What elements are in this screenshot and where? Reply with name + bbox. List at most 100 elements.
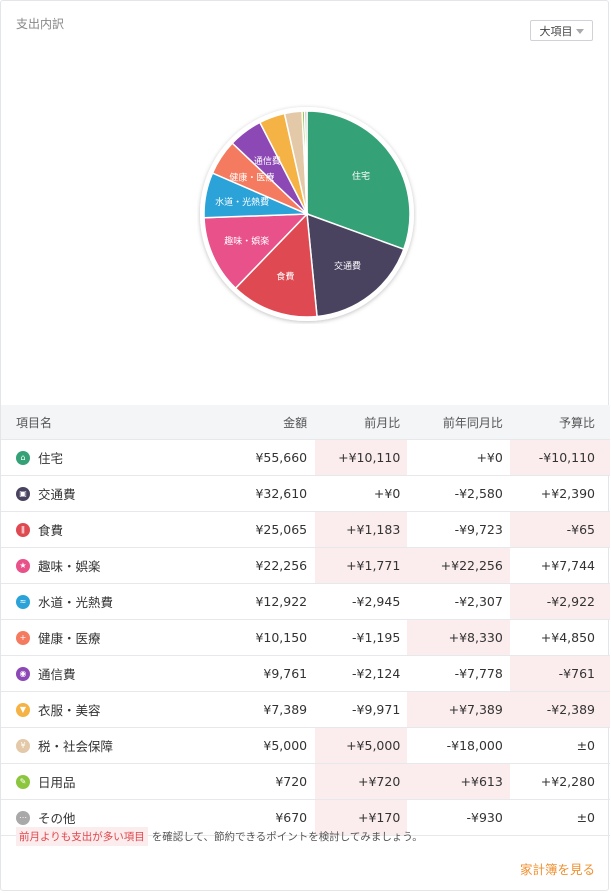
mom-cell: +¥720 (315, 763, 408, 800)
category-name: 日用品 (38, 775, 76, 790)
table-row: ⌂ 住宅 ¥55,660 +¥10,110 +¥0 -¥10,110 (1, 439, 610, 476)
table-row: ¥ 税・社会保障 ¥5,000 +¥5,000 -¥18,000 ±0 (1, 727, 610, 764)
yoy-cell: +¥0 (407, 439, 510, 476)
budget-cell: ±0 (509, 727, 610, 764)
pie-slice[interactable] (303, 110, 308, 215)
category-cell: ▣ 交通費 (1, 475, 242, 512)
category-name: 住宅 (38, 451, 64, 466)
amount-cell: ¥670 (241, 799, 316, 836)
budget-cell: +¥7,744 (509, 547, 610, 584)
pie-slice-label: 住宅 (352, 170, 370, 182)
pie-slice-label: 通信費 (254, 155, 281, 167)
mom-cell: +¥170 (315, 799, 408, 836)
category-cell: + 健康・医療 (1, 619, 242, 656)
brush-icon: ✎ (16, 774, 30, 789)
header-amount: 金額 (241, 405, 316, 440)
category-cell: ≈ 水道・光熱費 (1, 583, 242, 620)
category: ★ 趣味・娯楽 (16, 556, 241, 575)
table-row: ◉ 通信費 ¥9,761 -¥2,124 -¥7,778 -¥761 (1, 655, 610, 692)
expense-pie-chart: 住宅 交通費 食費 趣味・娯楽 水道・光熱費 健康・医療 通信費 (197, 104, 417, 324)
card-title: 支出内訳 (16, 17, 65, 31)
category-name: 趣味・娯楽 (38, 559, 101, 574)
category-name: 食費 (38, 523, 64, 538)
yoy-cell: -¥930 (407, 799, 510, 836)
budget-cell: +¥4,850 (509, 619, 610, 656)
amount-cell: ¥32,610 (241, 475, 316, 512)
train-icon: ▣ (16, 486, 30, 501)
budget-cell: +¥2,390 (509, 475, 610, 512)
amount-cell: ¥7,389 (241, 691, 316, 728)
amount-cell: ¥12,922 (241, 583, 316, 620)
signal-icon: ◉ (16, 666, 30, 681)
category-name: 水道・光熱費 (38, 595, 114, 610)
pie-slice[interactable] (306, 110, 411, 251)
dropdown-label: 大項目 (539, 24, 573, 38)
category: + 健康・医療 (16, 628, 241, 647)
yoy-cell: -¥2,307 (407, 583, 510, 620)
category-cell: ★ 趣味・娯楽 (1, 547, 242, 584)
header-budget: 予算比 (509, 405, 610, 440)
table-row: + 健康・医療 ¥10,150 -¥1,195 +¥8,330 +¥4,850 (1, 619, 610, 656)
mom-cell: +¥1,183 (315, 511, 408, 548)
category-cell: ✎ 日用品 (1, 763, 242, 800)
category-name: 交通費 (38, 487, 76, 502)
yoy-cell: -¥7,778 (407, 655, 510, 692)
table-row: ▼ 衣服・美容 ¥7,389 -¥9,971 +¥7,389 -¥2,389 (1, 691, 610, 728)
category-name: 税・社会保障 (38, 739, 114, 754)
budget-cell: -¥761 (509, 655, 610, 692)
header-mom: 前月比 (315, 405, 408, 440)
pie-slice[interactable] (306, 212, 405, 318)
category: ◉ 通信費 (16, 664, 241, 683)
more-icon: ⋯ (16, 810, 30, 825)
category-name: 通信費 (38, 667, 76, 682)
pie-slice-label: 健康・医療 (229, 172, 274, 184)
budget-cell: -¥2,922 (509, 583, 610, 620)
budget-cell: ±0 (509, 799, 610, 836)
category-name: その他 (38, 811, 76, 826)
yoy-cell: +¥22,256 (407, 547, 510, 584)
yoy-cell: +¥8,330 (407, 619, 510, 656)
category: ǁ 食費 (16, 520, 241, 539)
header-name: 項目名 (1, 405, 242, 440)
category-cell: ◉ 通信費 (1, 655, 242, 692)
category-name: 衣服・美容 (38, 703, 101, 718)
note-highlight: 前月よりも支出が多い項目 (16, 827, 148, 846)
budget-cell: +¥2,280 (509, 763, 610, 800)
breakdown-table: 項目名 金額 前月比 前年同月比 予算比 ⌂ 住宅 ¥55,660 +¥10,110 +… (1, 405, 610, 836)
yoy-cell: +¥613 (407, 763, 510, 800)
budget-cell: -¥10,110 (509, 439, 610, 476)
house-icon: ⌂ (16, 450, 30, 465)
yoy-cell: -¥2,580 (407, 475, 510, 512)
table-row: ǁ 食費 ¥25,065 +¥1,183 -¥9,723 -¥65 (1, 511, 610, 548)
category-cell: ¥ 税・社会保障 (1, 727, 242, 764)
table-row: ≈ 水道・光熱費 ¥12,922 -¥2,945 -¥2,307 -¥2,922 (1, 583, 610, 620)
category-cell: ǁ 食費 (1, 511, 242, 548)
amount-cell: ¥9,761 (241, 655, 316, 692)
mom-cell: +¥5,000 (315, 727, 408, 764)
category-level-dropdown[interactable]: 大項目 (530, 20, 593, 41)
category-cell: ▼ 衣服・美容 (1, 691, 242, 728)
note-text: を確認して、節約できるポイントを検討してみましょう。 (151, 831, 423, 843)
pie-slice[interactable] (234, 212, 318, 318)
mom-cell: -¥1,195 (315, 619, 408, 656)
category: ✎ 日用品 (16, 772, 241, 791)
amount-cell: ¥720 (241, 763, 316, 800)
medical-cross-icon: + (16, 630, 30, 645)
faucet-icon: ≈ (16, 594, 30, 609)
amount-cell: ¥25,065 (241, 511, 316, 548)
amount-cell: ¥55,660 (241, 439, 316, 476)
yoy-cell: +¥7,389 (407, 691, 510, 728)
chevron-down-icon (575, 29, 584, 34)
fork-knife-icon: ǁ (16, 522, 30, 537)
footer-note: 前月よりも支出が多い項目 を確認して、節約できるポイントを検討してみましょう。 (16, 827, 423, 846)
category: ¥ 税・社会保障 (16, 736, 241, 755)
mom-cell: -¥9,971 (315, 691, 408, 728)
mom-cell: -¥2,124 (315, 655, 408, 692)
budget-cell: -¥65 (509, 511, 610, 548)
mom-cell: +¥0 (315, 475, 408, 512)
table-row: ★ 趣味・娯楽 ¥22,256 +¥1,771 +¥22,256 +¥7,744 (1, 547, 610, 584)
star-icon: ★ (16, 558, 30, 573)
view-household-book-link[interactable]: 家計簿を見る (519, 862, 595, 877)
pie-slice[interactable] (203, 213, 309, 290)
